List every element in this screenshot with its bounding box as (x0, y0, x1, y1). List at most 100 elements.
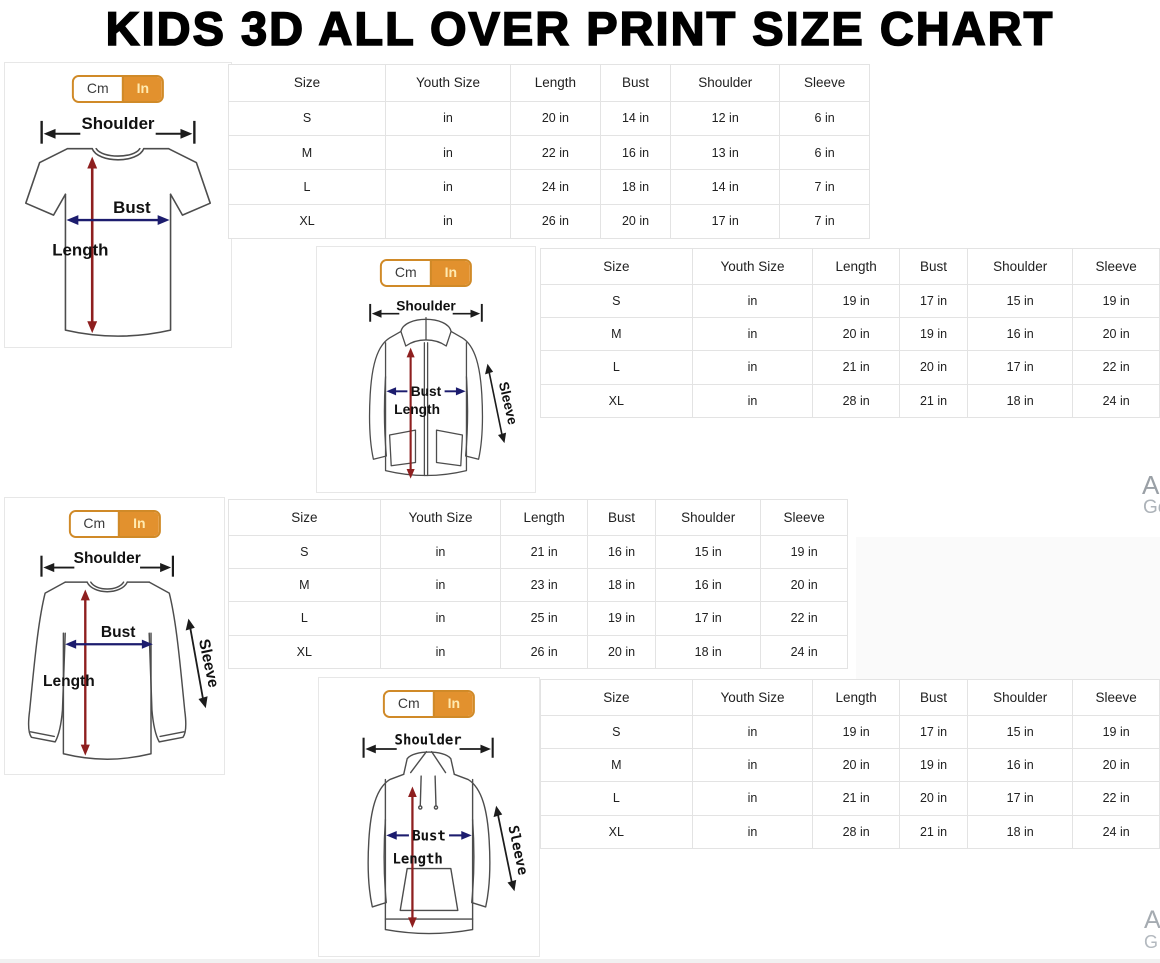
measurement-cell: 20 in (760, 567, 848, 603)
measurement-cell: 17 in (670, 203, 781, 240)
measurement-cell: 18 in (655, 634, 762, 670)
measurement-cell: 24 in (1072, 383, 1160, 419)
in-toggle-button[interactable]: In (121, 77, 163, 101)
measurement-cell: in (691, 383, 814, 419)
column-header: Sleeve (1072, 248, 1160, 285)
clipped-edge-text: G (1144, 932, 1159, 952)
longsleeve-diagram-panel: Cm In Shoulder Bust Length (4, 497, 225, 775)
measurement-cell: 18 in (967, 814, 1074, 850)
column-header: Bust (898, 248, 969, 285)
bust-label: Bust (412, 829, 446, 845)
column-header: Sleeve (760, 499, 848, 536)
measurement-cell: 16 in (586, 534, 657, 569)
in-toggle-button[interactable]: In (429, 261, 471, 285)
measurement-cell: in (691, 747, 814, 783)
measurement-cell: 14 in (670, 169, 781, 205)
header-row: Size Youth Size Length Bust Shoulder Sleeve (228, 499, 848, 536)
longsleeve-diagram: Shoulder Bust Length Sleeve (27, 550, 222, 760)
cm-toggle-button[interactable]: Cm (381, 261, 430, 285)
measurement-cell: 6 in (779, 134, 870, 171)
column-header: Youth Size (379, 499, 502, 536)
measurement-cell: 18 in (586, 567, 657, 603)
table-row: XL in 28 in 21 in 18 in 24 in (540, 383, 1160, 419)
measurement-cell: 6 in (779, 100, 870, 136)
measurement-cell: 22 in (1072, 350, 1160, 385)
size-cell: M (227, 134, 387, 171)
size-cell: S (540, 714, 693, 749)
bust-label: Bust (411, 384, 442, 399)
measurement-cell: 28 in (812, 383, 900, 419)
measurement-cell: 19 in (1072, 714, 1160, 749)
measurement-cell: 19 in (760, 534, 848, 569)
table-row: XL in 26 in 20 in 17 in 7 in (227, 203, 870, 240)
cm-toggle-button[interactable]: Cm (70, 512, 119, 536)
size-cell: L (540, 350, 693, 385)
measurement-cell: 16 in (967, 316, 1074, 352)
column-header: Youth Size (691, 679, 814, 716)
measurement-cell: 28 in (812, 814, 900, 850)
column-header: Size (227, 64, 387, 102)
length-label: Length (392, 851, 442, 867)
measurement-cell: 19 in (812, 283, 900, 318)
column-header: Size (540, 679, 693, 716)
table-row: XL in 28 in 21 in 18 in 24 in (540, 814, 1160, 850)
measurement-cell: 24 in (760, 634, 848, 670)
measurement-cell: in (385, 169, 512, 205)
size-cell: L (228, 601, 381, 636)
measurement-cell: 19 in (898, 747, 969, 783)
column-header: Sleeve (1072, 679, 1160, 716)
measurement-cell: 15 in (655, 534, 762, 569)
clipped-edge-text: A (1144, 906, 1160, 934)
measurement-cell: 22 in (510, 134, 601, 171)
measurement-cell: 20 in (812, 316, 900, 352)
measurement-cell: 21 in (812, 781, 900, 816)
in-toggle-button[interactable]: In (432, 692, 474, 716)
measurement-cell: in (379, 601, 502, 636)
measurement-cell: in (691, 283, 814, 318)
column-header: Bust (586, 499, 657, 536)
measurement-cell: 19 in (1072, 283, 1160, 318)
cm-toggle-button[interactable]: Cm (73, 77, 122, 101)
header-row: Size Youth Size Length Bust Shoulder Sleeve (540, 679, 1160, 716)
measurement-cell: in (691, 814, 814, 850)
size-cell: XL (227, 203, 387, 240)
measurement-cell: in (691, 714, 814, 749)
measurement-cell: 18 in (599, 169, 672, 205)
measurement-cell: 20 in (1072, 316, 1160, 352)
cm-toggle-button[interactable]: Cm (384, 692, 433, 716)
measurement-cell: 16 in (599, 134, 672, 171)
unit-toggle: Cm In (382, 690, 476, 718)
column-header: Size (540, 248, 693, 285)
bottom-edge-strip (0, 959, 1160, 963)
column-header: Length (510, 64, 601, 102)
measurement-cell: 15 in (967, 283, 1074, 318)
measurement-cell: 16 in (967, 747, 1074, 783)
measurement-cell: in (691, 781, 814, 816)
table-row: XL in 26 in 20 in 18 in 24 in (228, 634, 848, 670)
sleeve-label: Sleeve (195, 638, 222, 690)
unit-toggle: Cm In (379, 259, 473, 287)
unit-toggle: Cm In (71, 75, 165, 103)
hoodie-diagram: Shoulder Bust Length Sleeve (362, 733, 531, 935)
measurement-cell: 13 in (670, 134, 781, 171)
measurement-cell: in (379, 634, 502, 670)
clipped-edge-text: Ge (1143, 497, 1160, 518)
hoodie-diagram-panel: Cm In Shoulder Bust (318, 677, 540, 957)
measurement-cell: 20 in (898, 350, 969, 385)
measurement-cell: 18 in (967, 383, 1074, 419)
zip-hoodie-diagram: Shoulder Bust Length Sleeve (368, 298, 520, 479)
in-toggle-button[interactable]: In (118, 512, 159, 536)
